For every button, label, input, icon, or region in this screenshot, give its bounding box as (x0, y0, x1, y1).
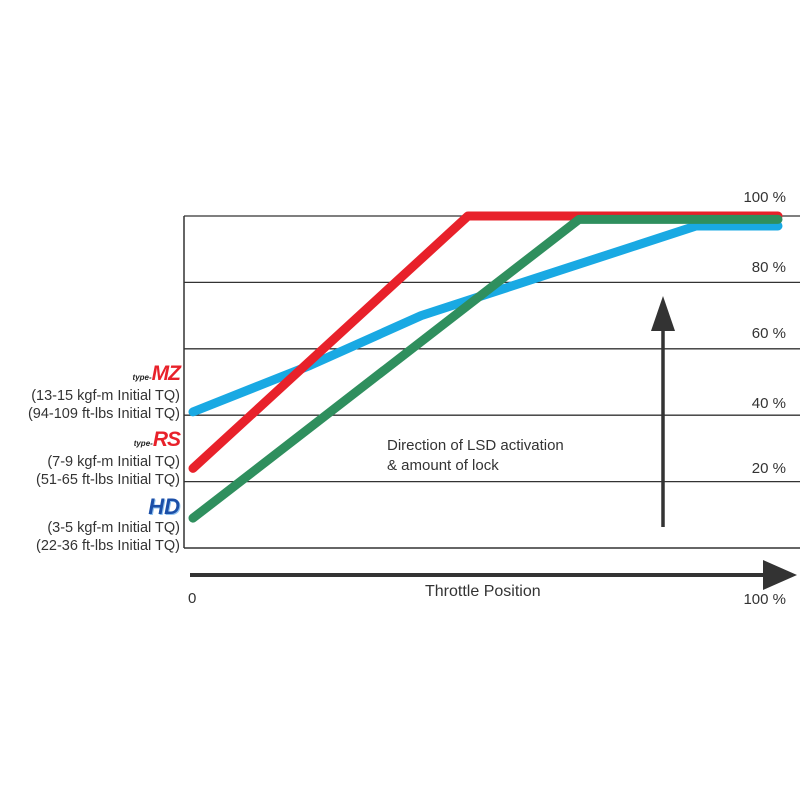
series-line-hd (188, 214, 783, 523)
legend-item-rs: type-RS (7-9 kgf-m Initial TQ) (51-65 ft… (36, 428, 181, 489)
y-tick-label-40: 40 % (751, 395, 786, 412)
annotation-line-1: Direction of LSD activation (387, 437, 564, 454)
series-line-type-mz (188, 221, 783, 417)
x-tick-label-0: 0 (188, 590, 197, 607)
logo-hd: HD (148, 494, 180, 519)
legend-item-hd: HD (3-5 kgf-m Initial TQ) (22-36 ft-lbs … (36, 496, 180, 555)
legend-mz-kgf: (13-15 kgf-m Initial TQ) (31, 388, 180, 404)
legend-hd-kgf: (3-5 kgf-m Initial TQ) (47, 520, 180, 536)
logo-type-mz: type-MZ (132, 362, 181, 385)
y-tick-label-80: 80 % (751, 259, 786, 276)
logo-type-rs: type-RS (133, 428, 181, 451)
throttle-arrow-head (763, 560, 797, 590)
legend-rs-kgf: (7-9 kgf-m Initial TQ) (47, 454, 180, 470)
x-axis-label: Throttle Position (425, 583, 541, 600)
y-tick-label-100: 100 % (743, 189, 786, 206)
legend-item-mz: type-MZ (13-15 kgf-m Initial TQ) (94-109… (27, 362, 181, 423)
annotation: Direction of LSD activation & amount of … (387, 436, 564, 476)
y-tick-label-20: 20 % (751, 460, 786, 477)
lsd-direction-arrow-head (651, 296, 675, 331)
series-line-type-rs (188, 211, 783, 473)
legend-rs-ftlbs: (51-65 ft-lbs Initial TQ) (36, 472, 180, 488)
x-tick-label-100: 100 % (743, 591, 786, 608)
legend-hd-ftlbs: (22-36 ft-lbs Initial TQ) (36, 538, 180, 554)
annotation-line-2: & amount of lock (387, 457, 499, 474)
legend-mz-ftlbs: (94-109 ft-lbs Initial TQ) (27, 406, 180, 422)
y-tick-label-60: 60 % (751, 325, 786, 342)
